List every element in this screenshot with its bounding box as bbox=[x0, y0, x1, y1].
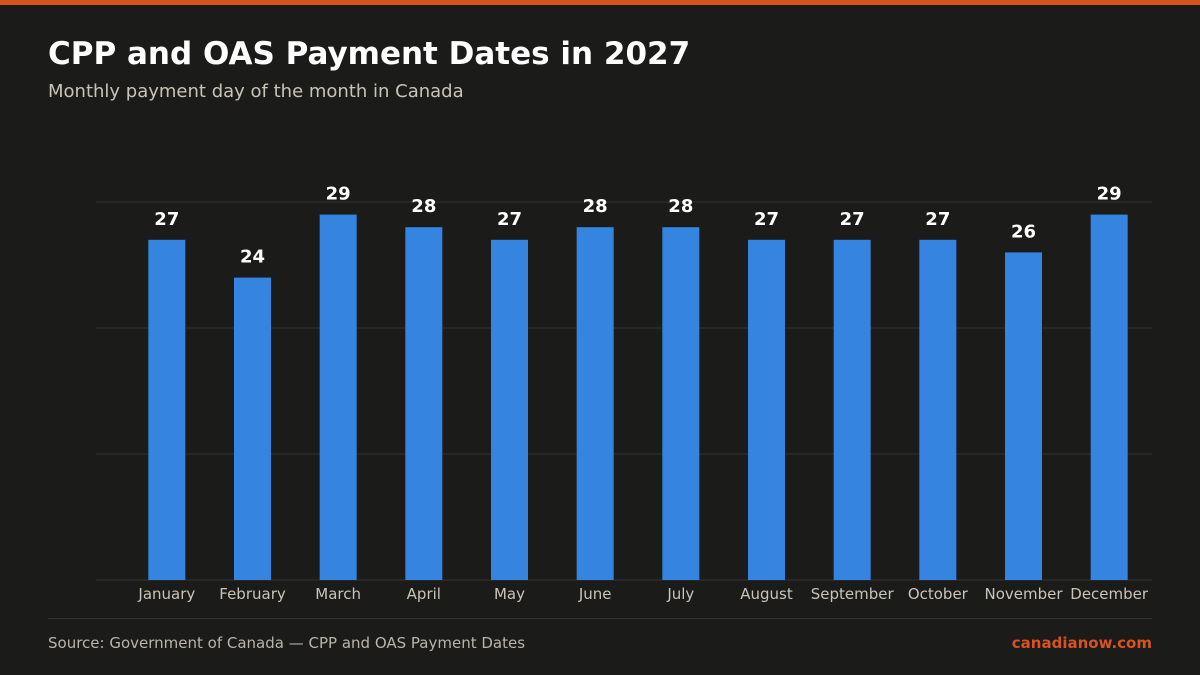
x-tick-label: November bbox=[984, 585, 1063, 603]
bar-december bbox=[1090, 214, 1128, 580]
data-label: 24 bbox=[240, 247, 265, 268]
x-tick-label: July bbox=[666, 585, 694, 603]
bar-september bbox=[833, 239, 871, 581]
data-label: 28 bbox=[583, 196, 608, 217]
x-tick-label: February bbox=[219, 585, 286, 603]
data-label: 27 bbox=[154, 209, 179, 230]
footer-divider bbox=[48, 618, 1152, 619]
data-label: 28 bbox=[668, 196, 693, 217]
data-label: 27 bbox=[840, 209, 865, 230]
data-label: 28 bbox=[411, 196, 436, 217]
x-tick-label: January bbox=[137, 585, 195, 603]
source-note: Source: Government of Canada — CPP and O… bbox=[48, 634, 526, 652]
x-tick-label: August bbox=[740, 585, 793, 603]
data-label: 29 bbox=[326, 184, 351, 205]
bar-november bbox=[1005, 252, 1042, 580]
data-label: 29 bbox=[1097, 184, 1122, 205]
x-tick-label: May bbox=[494, 585, 525, 603]
chart-subtitle: Monthly payment day of the month in Cana… bbox=[48, 81, 464, 102]
x-tick-label: March bbox=[315, 585, 361, 603]
bar-january bbox=[148, 239, 186, 581]
brand-link[interactable]: canadianow.com bbox=[1011, 634, 1152, 652]
bar-march bbox=[319, 214, 357, 580]
bar-october bbox=[919, 239, 957, 581]
data-label: 27 bbox=[754, 209, 779, 230]
x-tick-label: October bbox=[908, 585, 969, 603]
bar-july bbox=[662, 227, 700, 580]
x-tick-label: April bbox=[407, 585, 441, 603]
chart-title: CPP and OAS Payment Dates in 2027 bbox=[48, 36, 691, 72]
data-label: 26 bbox=[1011, 221, 1036, 242]
bar-february bbox=[234, 277, 271, 580]
accent-top-bar bbox=[0, 0, 1200, 5]
x-tick-label: June bbox=[578, 585, 612, 603]
x-tick-label: September bbox=[811, 585, 895, 603]
bar-may bbox=[491, 239, 528, 581]
x-tick-label: December bbox=[1070, 585, 1149, 603]
data-label: 27 bbox=[497, 209, 522, 230]
data-label: 27 bbox=[925, 209, 950, 230]
bar-april bbox=[405, 227, 443, 580]
bar-june bbox=[576, 227, 614, 580]
bar-august bbox=[748, 239, 785, 581]
